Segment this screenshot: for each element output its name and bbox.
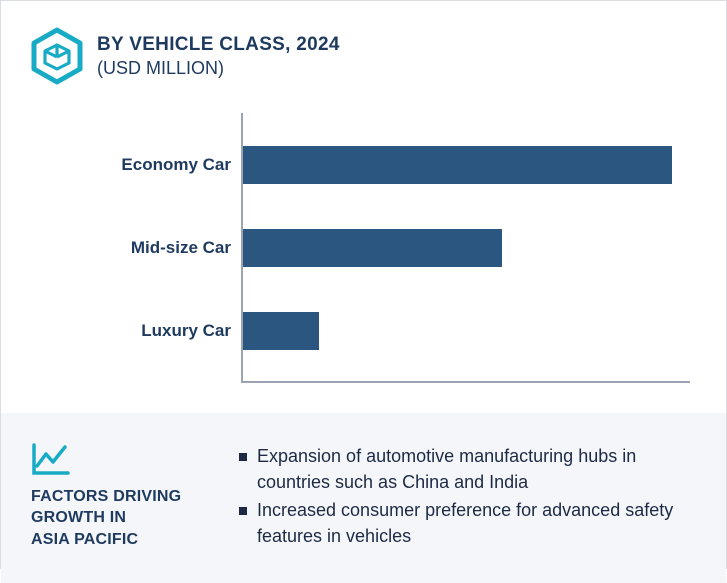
- header-title: BY VEHICLE CLASS, 2024: [97, 33, 340, 57]
- footer-title-line: ASIA PACIFIC: [31, 531, 138, 548]
- footer-bullet: Increased consumer preference for advanc…: [239, 497, 698, 549]
- chart-plot-area: [241, 113, 690, 383]
- bar-economy: [243, 146, 672, 184]
- footer-bullets: Expansion of automotive manufacturing hu…: [239, 441, 698, 551]
- footer-title-line: FACTORS DRIVING: [31, 488, 181, 505]
- bar-row: [243, 131, 690, 199]
- footer-title: FACTORS DRIVING GROWTH IN ASIA PACIFIC: [31, 486, 221, 551]
- header: BY VEHICLE CLASS, 2024 (USD MILLION): [1, 1, 726, 95]
- line-chart-icon: [31, 442, 221, 476]
- chart-y-labels: Economy Car Mid-size Car Luxury Car: [1, 123, 241, 373]
- bar-chart: Economy Car Mid-size Car Luxury Car: [1, 95, 726, 413]
- hex-cube-icon: [31, 27, 83, 85]
- y-label: Economy Car: [121, 131, 231, 199]
- y-label: Luxury Car: [141, 297, 231, 365]
- bar-row: [243, 214, 690, 282]
- header-text: BY VEHICLE CLASS, 2024 (USD MILLION): [97, 33, 340, 79]
- footer-bullet: Expansion of automotive manufacturing hu…: [239, 443, 698, 495]
- y-label: Mid-size Car: [131, 214, 231, 282]
- footer-left: FACTORS DRIVING GROWTH IN ASIA PACIFIC: [31, 442, 221, 551]
- bar-row: [243, 297, 690, 365]
- header-subtitle: (USD MILLION): [97, 57, 340, 80]
- chart-bars: [243, 123, 690, 373]
- infographic-card: BY VEHICLE CLASS, 2024 (USD MILLION) Eco…: [0, 0, 727, 569]
- bar-luxury: [243, 312, 319, 350]
- footer-panel: FACTORS DRIVING GROWTH IN ASIA PACIFIC E…: [1, 413, 726, 583]
- footer-title-line: GROWTH IN: [31, 509, 126, 526]
- bar-midsize: [243, 229, 502, 267]
